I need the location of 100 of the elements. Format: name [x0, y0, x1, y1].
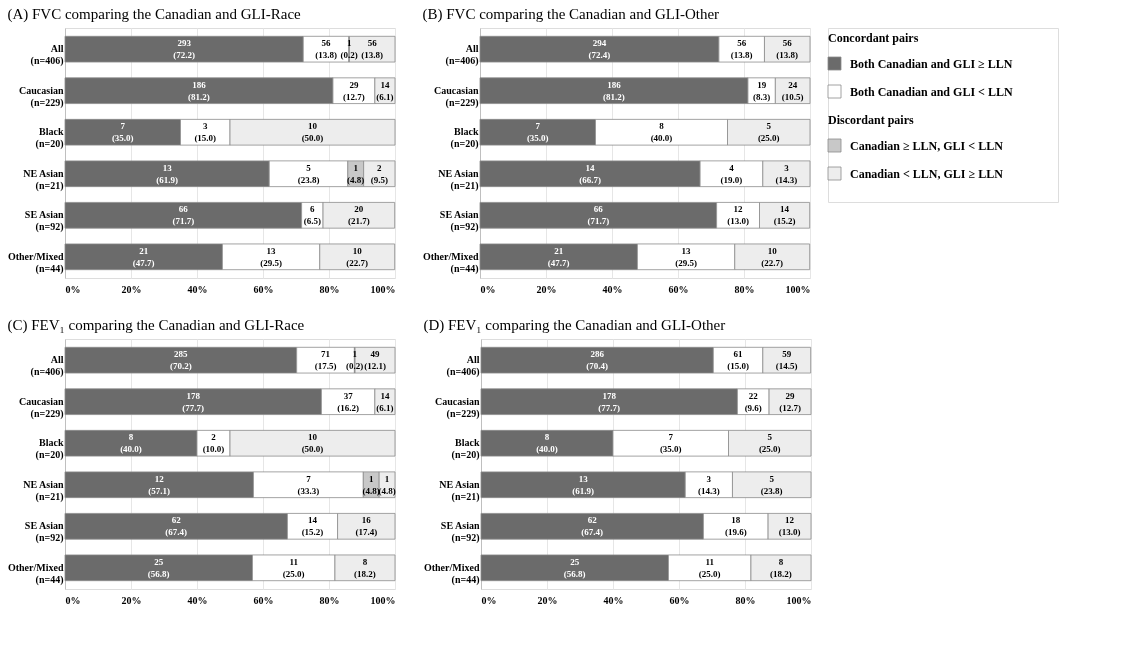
- text: 7 (35.0): [526, 121, 549, 144]
- x-tick-label: 20%: [121, 594, 142, 606]
- y-tick-label: Caucasian (n=229): [19, 395, 64, 420]
- x-tick-label: 0%: [481, 594, 497, 606]
- text: 10 (22.7): [346, 245, 369, 268]
- text: 7 (35.0): [659, 432, 682, 455]
- y-tick-label: SE Asian (n=92): [440, 520, 480, 545]
- text: 186 (81.2): [603, 79, 625, 102]
- y-tick-label: Black (n=20): [35, 437, 64, 462]
- x-tick-label: 40%: [603, 594, 624, 606]
- text: 16 (17.4): [355, 515, 378, 538]
- y-tick-label: NE Asian (n=21): [439, 478, 480, 503]
- chart-title: (A) FVC comparing the Canadian and GLI-Race: [7, 6, 302, 23]
- text: 56 (13.8): [776, 38, 799, 61]
- text: 21 (47.7): [132, 245, 155, 268]
- text: 14 (66.7): [579, 162, 601, 185]
- text: 49 (12.1): [364, 349, 386, 372]
- text: 14 (6.1): [376, 390, 394, 413]
- x-tick-label: 60%: [668, 283, 689, 295]
- y-tick-label: Other/Mixed (n=44): [423, 561, 480, 586]
- y-tick-label: All (n=406): [30, 354, 64, 379]
- y-tick-label: All (n=406): [445, 43, 479, 68]
- x-tick-label: 60%: [253, 594, 274, 606]
- text: 19 (8.3): [753, 79, 771, 102]
- y-tick-label: Other/Mixed (n=44): [7, 250, 64, 275]
- text: 56 (13.8): [361, 38, 384, 61]
- text: 11 (25.0): [698, 556, 721, 579]
- text: 13 (61.9): [572, 473, 595, 496]
- text: 29 (12.7): [343, 79, 365, 102]
- text: 5 (25.0): [758, 432, 781, 455]
- text: 5 (23.8): [760, 473, 783, 496]
- text: 2 (9.5): [370, 162, 388, 185]
- text: 1 (0.2): [346, 349, 364, 372]
- text: 5 (23.8): [297, 162, 320, 185]
- x-tick-label: 100%: [785, 283, 811, 295]
- chart-title: (B) FVC comparing the Canadian and GLI-Other: [422, 6, 720, 23]
- text: 24 (10.5): [781, 79, 804, 102]
- text: 10 (50.0): [301, 121, 324, 144]
- text: 12 (13.0): [727, 204, 749, 227]
- text: 71 (17.5): [314, 349, 337, 372]
- x-tick-label: 80%: [735, 594, 756, 606]
- x-tick-label: 100%: [370, 594, 396, 606]
- y-tick-label: SE Asian (n=92): [24, 520, 64, 545]
- x-tick-label: 80%: [319, 594, 340, 606]
- y-tick-label: Black (n=20): [451, 437, 480, 462]
- text: 8 (40.0): [120, 432, 142, 455]
- text: 178 (77.7): [598, 390, 621, 413]
- y-tick-label: Caucasian (n=229): [19, 84, 64, 109]
- text: 7 (35.0): [111, 121, 134, 144]
- text: 14 (6.1): [376, 79, 394, 102]
- text: 13 (61.9): [156, 162, 179, 185]
- legend-label: Canadian ≥ LLN, GLI < LLN: [850, 139, 1004, 153]
- text: 62 (67.4): [581, 515, 604, 538]
- x-tick-label: 0%: [480, 283, 496, 295]
- text: 4 (19.0): [720, 162, 743, 185]
- text: 21 (47.7): [547, 245, 570, 268]
- text: 8 (40.0): [536, 432, 558, 455]
- text: 29 (12.7): [779, 390, 801, 413]
- text: 56 (13.8): [315, 38, 337, 61]
- y-tick-label: Other/Mixed (n=44): [422, 250, 479, 275]
- x-tick-label: 100%: [786, 594, 812, 606]
- x-tick-label: 20%: [536, 283, 557, 295]
- y-tick-label: Other/Mixed (n=44): [7, 561, 64, 586]
- y-tick-label: Black (n=20): [35, 126, 64, 151]
- text: 2 (10.0): [202, 432, 225, 455]
- text: 62 (67.4): [165, 515, 188, 538]
- y-tick-label: SE Asian (n=92): [24, 209, 64, 234]
- legend-label: Canadian < LLN, GLI ≥ LLN: [850, 167, 1004, 181]
- text: 37 (16.2): [337, 390, 360, 413]
- text: 11 (25.0): [282, 556, 305, 579]
- x-tick-label: 40%: [602, 283, 623, 295]
- text: 18 (19.6): [724, 515, 747, 538]
- text: 66 (71.7): [172, 204, 195, 227]
- text: 22 (9.6): [744, 390, 762, 413]
- text: 3 (14.3): [775, 162, 798, 185]
- y-tick-label: Caucasian (n=229): [435, 395, 480, 420]
- text: 25 (56.8): [563, 556, 586, 579]
- x-tick-label: 60%: [253, 283, 274, 295]
- legend-label: Both Canadian and GLI < LLN: [850, 85, 1013, 99]
- text: Concordant pairs: [828, 31, 919, 45]
- text: Discordant pairs: [828, 113, 914, 127]
- text: 61 (15.0): [727, 349, 749, 372]
- y-tick-label: Black (n=20): [450, 126, 479, 151]
- text: 66 (71.7): [587, 204, 610, 227]
- text: 7 (33.3): [297, 473, 320, 496]
- legend-label: Both Canadian and GLI ≥ LLN: [850, 57, 1013, 71]
- text: 10 (22.7): [761, 245, 784, 268]
- text: 1 (4.8): [362, 473, 380, 496]
- x-tick-label: 0%: [65, 283, 81, 295]
- text: 10 (50.0): [301, 432, 324, 455]
- text: 14 (15.2): [773, 204, 796, 227]
- text: 186 (81.2): [188, 79, 210, 102]
- text: 5 (25.0): [757, 121, 780, 144]
- text: 12 (13.0): [778, 515, 801, 538]
- text: 8 (18.2): [770, 556, 792, 579]
- y-tick-label: Caucasian (n=229): [434, 84, 479, 109]
- text: 286 (70.4): [586, 349, 609, 372]
- text: 285 (70.2): [169, 349, 192, 372]
- x-tick-label: 80%: [319, 283, 340, 295]
- x-tick-label: 20%: [537, 594, 558, 606]
